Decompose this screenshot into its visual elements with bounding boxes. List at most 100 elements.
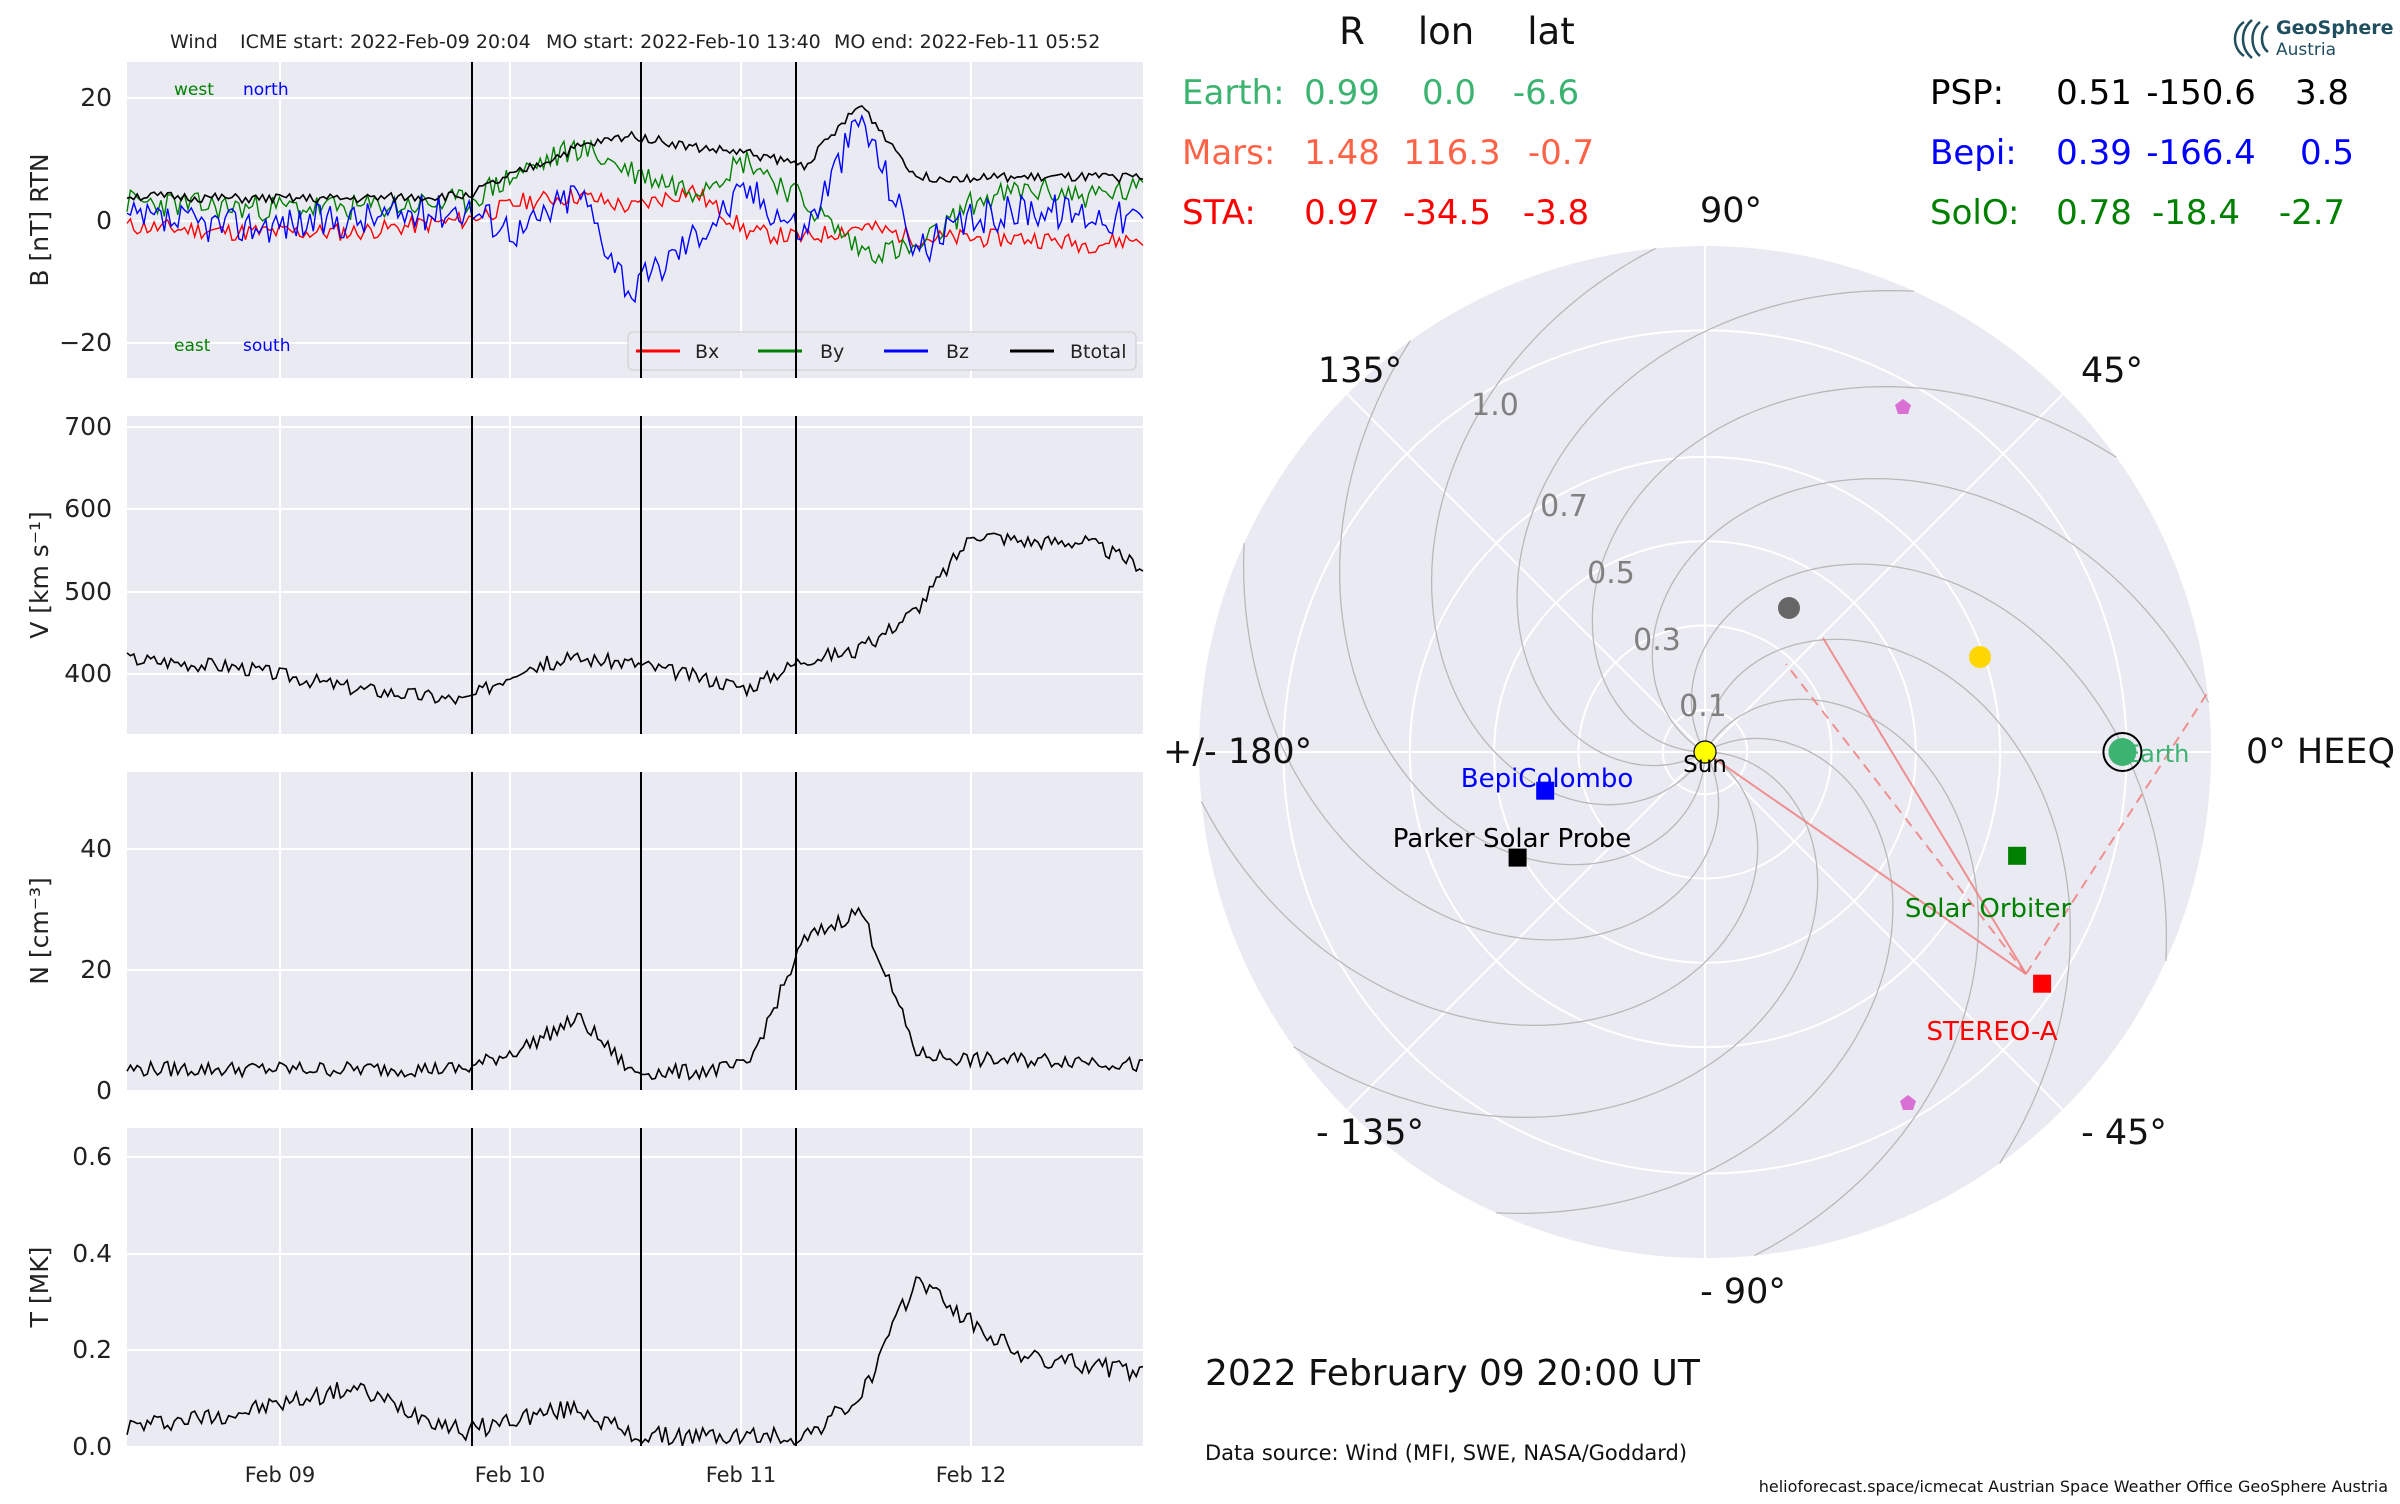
row-solo: SolO: 0.78 -18.4 -2.7	[1930, 193, 2345, 233]
logo-line1: GeoSphere	[2276, 17, 2394, 39]
row-psp-lon: -150.6	[2146, 73, 2256, 113]
parker-spiral-line	[1200, 751, 1759, 1027]
table-header-lon: lon	[1418, 10, 1474, 53]
radial-label-0-5: 0.5	[1587, 556, 1635, 591]
sta-fov-lines	[1704, 637, 2209, 975]
radial-label-0-3: 0.3	[1633, 623, 1681, 658]
row-bepi-lon: -166.4	[2146, 133, 2256, 173]
row-solo-name: SolO:	[1930, 193, 2019, 233]
t-ytick-00: 0.0	[72, 1432, 112, 1461]
earth-ring	[2102, 732, 2143, 772]
pentagon-marker-upper	[1895, 399, 1911, 414]
legend-box	[627, 331, 1137, 371]
row-bepi-name: Bepi:	[1930, 133, 2017, 173]
logo-swirl-icon	[2233, 19, 2269, 59]
parker-spiral-line	[1591, 386, 2117, 753]
b-ytick-0: 0	[96, 206, 112, 235]
v-ytick-600: 600	[64, 494, 112, 523]
logo-line2: Austria	[2276, 40, 2336, 60]
n-ytick-40: 40	[80, 834, 112, 863]
n-ytick-0: 0	[96, 1076, 112, 1105]
row-sta-name: STA:	[1182, 193, 1256, 233]
t-ytick-04: 0.4	[72, 1239, 112, 1268]
label-north: north	[243, 80, 289, 100]
row-solo-lon: -18.4	[2152, 193, 2240, 233]
row-earth-r: 0.99	[1304, 73, 1380, 113]
xtick-feb12: Feb 12	[936, 1463, 1007, 1487]
earth-marker	[2108, 738, 2137, 766]
b-ylabel: B [nT] RTN	[25, 153, 54, 286]
pentagon-marker-lower	[1900, 1095, 1916, 1110]
parker-spiral-line	[1430, 247, 1706, 806]
header-mo-end: MO end: 2022-Feb-11 05:52	[834, 31, 1100, 53]
table-header-lat: lat	[1527, 10, 1574, 53]
angle-label-m45: - 45°	[2081, 1113, 2167, 1153]
series-line-bx	[126, 184, 1144, 255]
row-earth-lat: -6.6	[1513, 73, 1579, 113]
angle-label-m90: - 90°	[1700, 1272, 1786, 1312]
b-ytick-20: 20	[80, 83, 112, 112]
bepicolombo-label: BepiColombo	[1461, 764, 1634, 794]
angle-label-45: 45°	[2081, 351, 2143, 391]
panel-v-bg	[127, 416, 1143, 734]
row-earth-lon: 0.0	[1422, 73, 1476, 113]
n-ylabel: N [cm⁻³]	[25, 877, 54, 984]
v-ytick-500: 500	[64, 577, 112, 606]
row-mars-name: Mars:	[1182, 133, 1275, 173]
solar-orbiter-label: Solar Orbiter	[1905, 894, 2072, 924]
parker-spiral-line	[1496, 737, 1894, 1215]
data-source: Data source: Wind (MFI, SWE, NASA/Goddar…	[1205, 1441, 1687, 1465]
series-line-btotal	[126, 104, 1144, 205]
parker-spiral-line	[1293, 751, 1819, 1118]
label-west: west	[174, 80, 214, 100]
series-line-velocity	[126, 532, 1144, 706]
t-ytick-06: 0.6	[72, 1142, 112, 1171]
series-line-temperature	[126, 1276, 1144, 1447]
row-mars-lon: 116.3	[1403, 133, 1500, 173]
angle-label-m135: - 135°	[1316, 1113, 1424, 1153]
earth-label: Earth	[2125, 740, 2189, 768]
angular-grid-line	[1346, 751, 1706, 1111]
stereo-a-marker	[2033, 974, 2052, 993]
polar-plot: 1.0 0.7 0.5 0.3 0.1 90° 45° 135° 0° HEEQ…	[1163, 191, 2395, 1312]
row-bepi-lat: 0.5	[2300, 133, 2354, 173]
t-ylabel: T [MK]	[25, 1247, 54, 1329]
row-sta-lat: -3.8	[1523, 193, 1589, 233]
label-south: south	[243, 336, 290, 356]
angular-grid-line	[1704, 751, 2064, 1111]
radial-label-1-0: 1.0	[1471, 388, 1519, 423]
angle-label-0: 0° HEEQ	[2246, 732, 2395, 772]
angle-label-90: 90°	[1700, 191, 1762, 231]
row-psp-lat: 3.8	[2295, 73, 2349, 113]
venus-marker	[1778, 597, 1800, 619]
bepicolombo-marker	[1536, 781, 1555, 800]
solar-orbiter-marker	[2008, 846, 2027, 865]
row-psp-name: PSP:	[1930, 73, 2004, 113]
label-east: east	[174, 336, 211, 356]
credits: helioforecast.space/icmecat Austrian Spa…	[1759, 1477, 2388, 1496]
panel-b: 20 0 −20 B [nT] RTN west north east sout…	[25, 62, 1144, 378]
xtick-feb10: Feb 10	[475, 1463, 546, 1487]
row-bepi-r: 0.39	[2056, 133, 2132, 173]
t-ytick-02: 0.2	[72, 1335, 112, 1364]
series-line-bz	[126, 113, 1144, 304]
n-ytick-20: 20	[80, 955, 112, 984]
parker-spiral-line	[1651, 477, 2210, 753]
panel-n-bg	[127, 772, 1143, 1090]
row-sta: STA: 0.97 -34.5 -3.8	[1182, 193, 1589, 233]
row-mars: Mars: 1.48 116.3 -0.7	[1182, 133, 1594, 173]
xtick-feb09: Feb 09	[245, 1463, 316, 1487]
row-bepi: Bepi: 0.39 -166.4 0.5	[1930, 133, 2354, 173]
row-sta-r: 0.97	[1304, 193, 1380, 233]
angle-label-135: 135°	[1318, 351, 1402, 391]
row-psp: PSP: 0.51 -150.6 3.8	[1930, 73, 2349, 113]
legend-label-btotal: Btotal	[1070, 341, 1126, 363]
table-header-r: R	[1339, 10, 1365, 53]
panel-n: 40 20 0 N [cm⁻³]	[25, 772, 1144, 1105]
parker-spirals	[1200, 247, 2210, 1257]
header-icme-start: ICME start: 2022-Feb-09 20:04	[240, 31, 531, 53]
v-ytick-400: 400	[64, 659, 112, 688]
legend-label-by: By	[820, 341, 844, 363]
v-ytick-700: 700	[64, 412, 112, 441]
angular-grid-line	[1346, 393, 1706, 753]
